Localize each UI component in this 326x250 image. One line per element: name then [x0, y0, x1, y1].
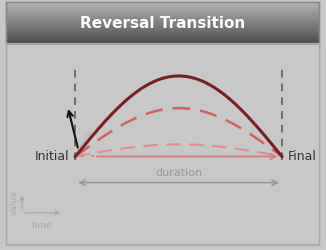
- Text: Final: Final: [288, 150, 317, 163]
- Text: Initial: Initial: [35, 150, 69, 163]
- Text: value: value: [10, 190, 19, 215]
- Text: Reversal Transition: Reversal Transition: [81, 16, 245, 30]
- Text: time: time: [32, 221, 53, 230]
- Text: duration: duration: [155, 168, 202, 177]
